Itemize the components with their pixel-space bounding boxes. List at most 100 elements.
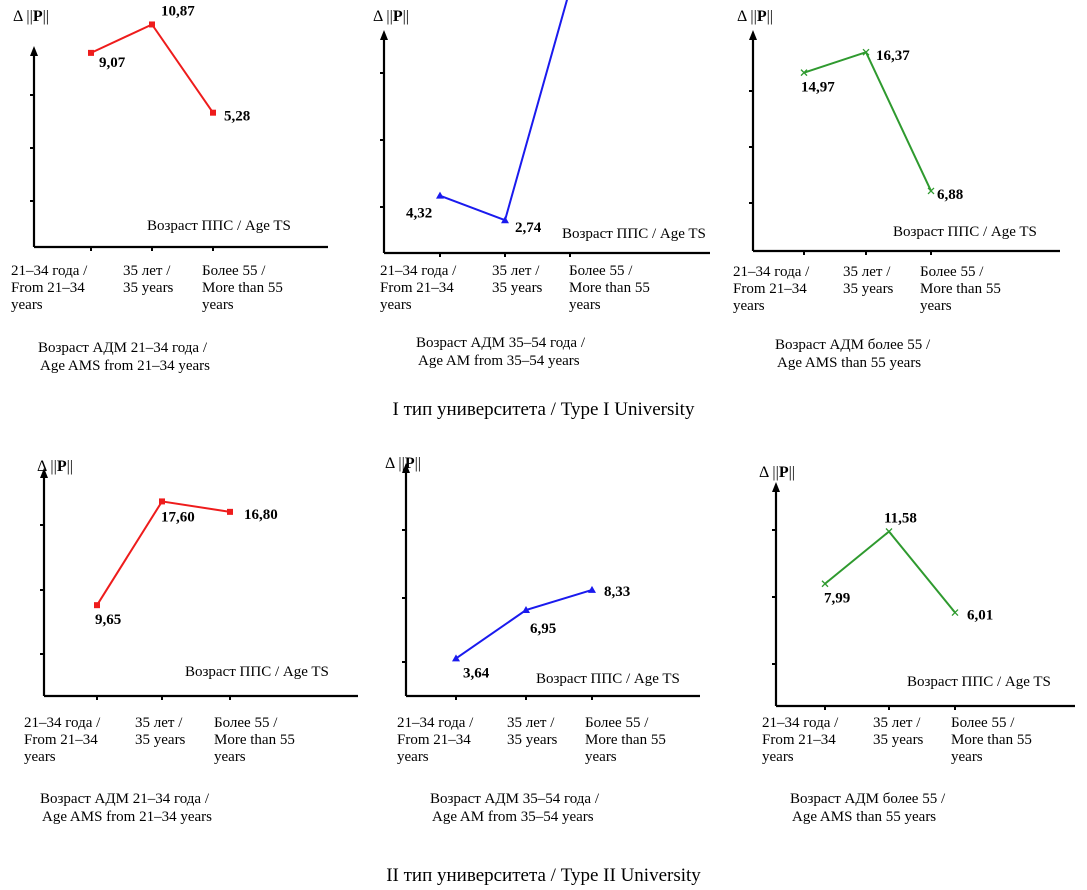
x-tick-label: years	[762, 749, 794, 765]
data-label: 16,80	[244, 507, 278, 523]
data-point	[210, 109, 216, 116]
y-axis-arrow	[402, 463, 410, 473]
x-tick-label: More than 55	[585, 732, 666, 748]
x-tick-label: years	[11, 297, 43, 313]
x-tick-label: Более 55 /	[214, 715, 278, 731]
x-tick-label: 35 years	[843, 281, 894, 297]
y-axis-arrow	[749, 30, 757, 40]
data-label: 2,74	[515, 220, 542, 236]
y-axis-arrow	[40, 468, 48, 478]
x-tick-label: years	[951, 749, 983, 765]
chart-1: Δ ||P|| Возраст ППС / Age TS 9,07 10,87 5,28…	[11, 3, 328, 374]
data-point	[821, 580, 829, 588]
x-tick-label: More than 55	[920, 281, 1001, 297]
x-tick-label: years	[585, 749, 617, 765]
y-axis-label: Δ ||P||	[737, 8, 773, 25]
data-point	[951, 609, 959, 617]
y-axis-arrow	[380, 30, 388, 40]
x-tick-label: 35 years	[507, 732, 558, 748]
x-tick-label: years	[214, 749, 246, 765]
chart-4: Δ ||P|| Возраст ППС / Age TS 9,65 17,60 16,8…	[24, 458, 358, 825]
chart-caption: Возраст АДМ более 55 /	[775, 337, 931, 353]
x-tick-label: years	[569, 297, 601, 313]
data-point	[501, 216, 509, 224]
x-tick-label: 21–34 года /	[762, 715, 839, 731]
chart-6: Δ ||P|| Возраст ППС / Age TS 7,99 11,58 6,01…	[759, 464, 1075, 825]
x-tick-label: 21–34 года /	[733, 264, 810, 280]
x-tick-label: 35 лет /	[843, 264, 891, 280]
x-tick-label: From 21–34	[11, 280, 85, 296]
x-tick-label: More than 55	[569, 280, 650, 296]
section-caption-type-2: II тип университета / Type II University	[386, 865, 701, 886]
data-point	[94, 602, 100, 609]
chart-caption: Возраст АДМ 21–34 года /	[40, 791, 210, 807]
x-tick-label: years	[397, 749, 429, 765]
x-tick-label: 35 years	[873, 732, 924, 748]
data-label: 4,32	[406, 206, 432, 222]
figure-canvas: Δ ||P|| Возраст ППС / Age TS 9,07 10,87 5,28…	[11, 0, 1075, 825]
data-point	[227, 508, 233, 515]
x-tick-label: Более 55 /	[585, 715, 649, 731]
chart-caption: Age AM from 35–54 years	[432, 809, 594, 825]
chart-caption: Возраст АДМ 35–54 года /	[416, 335, 586, 351]
data-point	[452, 654, 460, 662]
x-tick-label: From 21–34	[24, 732, 98, 748]
x-tick-label: More than 55	[951, 732, 1032, 748]
chart-caption: Age AMS than 55 years	[777, 355, 921, 371]
x-tick-label: years	[202, 297, 234, 313]
data-label: 17,58	[565, 0, 599, 1]
data-label: 9,65	[95, 612, 121, 628]
data-point	[88, 49, 94, 56]
chart-caption: Age AM from 35–54 years	[418, 353, 580, 369]
data-point	[149, 21, 155, 28]
data-label: 9,07	[99, 55, 126, 71]
x-tick-label: 35 лет /	[123, 263, 171, 279]
x-tick-label: 21–34 года /	[380, 263, 457, 279]
x-tick-label: 35 лет /	[507, 715, 555, 731]
data-point	[800, 69, 808, 77]
x-tick-label: Более 55 /	[920, 264, 984, 280]
chart-caption: Age AMS from 21–34 years	[42, 809, 212, 825]
y-axis-arrow	[30, 46, 38, 56]
x-tick-label: 21–34 года /	[24, 715, 101, 731]
x-tick-label: years	[733, 298, 765, 314]
data-label: 5,28	[224, 109, 250, 125]
data-point	[522, 606, 530, 614]
x-tick-label: 21–34 года /	[397, 715, 474, 731]
x-tick-label: 21–34 года /	[11, 263, 88, 279]
x-tick-label: More than 55	[214, 732, 295, 748]
x-tick-label: Более 55 /	[951, 715, 1015, 731]
y-axis-label: Δ ||P||	[373, 8, 409, 25]
x-tick-label: Более 55 /	[569, 263, 633, 279]
chart-caption: Age AMS from 21–34 years	[40, 358, 210, 374]
x-tick-label: From 21–34	[733, 281, 807, 297]
x-tick-label: 35 лет /	[873, 715, 921, 731]
data-point	[159, 498, 165, 505]
x-tick-label: 35 years	[492, 280, 543, 296]
data-label: 16,37	[876, 48, 910, 64]
data-label: 6,88	[937, 187, 963, 203]
x-tick-label: From 21–34	[762, 732, 836, 748]
data-label: 7,99	[824, 591, 850, 607]
data-label: 8,33	[604, 584, 630, 600]
x-tick-label: 35 лет /	[492, 263, 540, 279]
x-axis-label: Возраст ППС / Age TS	[893, 224, 1037, 240]
chart-5: Δ ||P|| Возраст ППС / Age TS 3,64 6,95 8,33 2…	[385, 455, 700, 825]
chart-caption: Age AMS than 55 years	[792, 809, 936, 825]
y-axis-label: Δ ||P||	[13, 8, 49, 25]
y-axis-label: Δ ||P||	[37, 458, 73, 475]
chart-3: Δ ||P|| Возраст ППС / Age TS 14,97 16,37 6,8…	[733, 8, 1060, 371]
x-tick-label: years	[380, 297, 412, 313]
y-axis-label: Δ ||P||	[385, 455, 421, 472]
data-label: 11,58	[884, 511, 917, 527]
x-axis-label: Возраст ППС / Age TS	[536, 671, 680, 687]
x-tick-label: More than 55	[202, 280, 283, 296]
series-line	[439, 0, 568, 222]
x-tick-label: years	[24, 749, 56, 765]
data-point	[862, 48, 870, 56]
data-point	[436, 191, 444, 199]
data-point	[885, 528, 893, 535]
data-label: 3,64	[463, 665, 490, 681]
y-axis-arrow	[772, 482, 780, 492]
x-tick-label: years	[920, 298, 952, 314]
